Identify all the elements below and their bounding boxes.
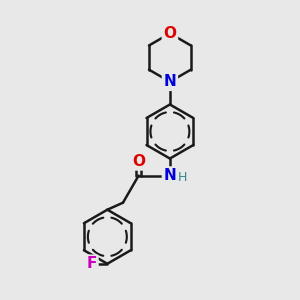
Text: O: O bbox=[132, 154, 145, 169]
Text: H: H bbox=[178, 171, 188, 184]
Text: N: N bbox=[164, 74, 176, 89]
Text: F: F bbox=[86, 256, 97, 271]
Text: N: N bbox=[164, 168, 176, 183]
Text: O: O bbox=[164, 26, 176, 41]
